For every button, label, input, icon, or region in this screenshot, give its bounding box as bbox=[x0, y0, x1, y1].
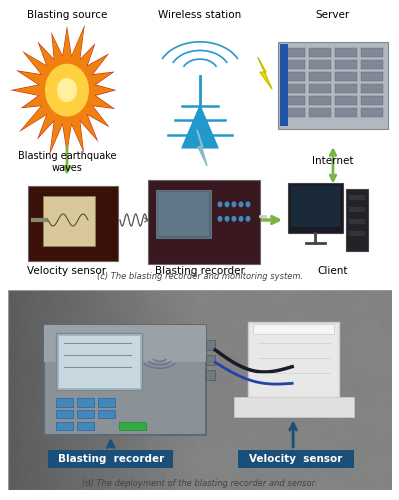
Bar bbox=[283, 48, 305, 56]
Text: Wireless station: Wireless station bbox=[158, 10, 242, 20]
Bar bbox=[206, 370, 215, 380]
Bar bbox=[361, 72, 383, 80]
Bar bbox=[309, 108, 331, 116]
Bar bbox=[309, 60, 331, 68]
Polygon shape bbox=[197, 130, 207, 166]
Bar bbox=[233, 396, 354, 417]
Bar bbox=[28, 186, 118, 261]
Circle shape bbox=[245, 202, 251, 207]
Bar bbox=[278, 42, 388, 128]
Bar bbox=[98, 398, 115, 406]
Polygon shape bbox=[182, 106, 218, 148]
Circle shape bbox=[217, 202, 223, 207]
Text: Internet: Internet bbox=[312, 156, 354, 166]
Bar bbox=[335, 60, 357, 68]
Bar bbox=[349, 207, 365, 212]
Text: Blasting source: Blasting source bbox=[27, 10, 107, 20]
Bar bbox=[349, 231, 365, 235]
Bar bbox=[361, 96, 383, 104]
Bar bbox=[56, 334, 142, 390]
Bar bbox=[253, 324, 334, 334]
Bar bbox=[361, 84, 383, 92]
Bar bbox=[119, 422, 146, 430]
Bar bbox=[309, 72, 331, 80]
Circle shape bbox=[239, 216, 243, 222]
Bar bbox=[335, 84, 357, 92]
Bar bbox=[59, 336, 140, 388]
Bar bbox=[206, 340, 215, 350]
Bar bbox=[335, 72, 357, 80]
Circle shape bbox=[231, 202, 237, 207]
Bar bbox=[283, 72, 305, 80]
Bar bbox=[56, 398, 73, 406]
Bar bbox=[48, 450, 173, 468]
Bar bbox=[206, 355, 215, 365]
Polygon shape bbox=[258, 58, 272, 89]
Bar bbox=[309, 48, 331, 56]
Text: Client: Client bbox=[318, 266, 348, 276]
Bar bbox=[77, 422, 95, 430]
Bar bbox=[361, 108, 383, 116]
Bar bbox=[248, 322, 339, 396]
Bar bbox=[44, 325, 206, 435]
Circle shape bbox=[57, 78, 77, 102]
Polygon shape bbox=[10, 24, 117, 156]
Text: (c) The blasting recorder and monitoring system.: (c) The blasting recorder and monitoring… bbox=[97, 272, 303, 281]
Bar bbox=[283, 108, 305, 116]
Circle shape bbox=[245, 216, 251, 222]
Bar bbox=[283, 84, 305, 92]
Bar bbox=[77, 398, 95, 406]
Bar bbox=[77, 410, 95, 418]
Bar bbox=[309, 96, 331, 104]
Bar bbox=[238, 450, 354, 468]
Bar bbox=[346, 188, 368, 251]
Bar bbox=[335, 48, 357, 56]
Bar bbox=[156, 190, 211, 238]
Bar bbox=[98, 410, 115, 418]
Bar bbox=[44, 325, 206, 362]
Circle shape bbox=[45, 64, 89, 116]
Polygon shape bbox=[13, 28, 114, 152]
Text: Blasting recorder: Blasting recorder bbox=[155, 266, 245, 276]
Bar bbox=[349, 194, 365, 200]
Bar bbox=[335, 96, 357, 104]
Bar bbox=[158, 192, 209, 236]
Text: Blasting earthquake
waves: Blasting earthquake waves bbox=[18, 152, 116, 173]
Bar bbox=[283, 96, 305, 104]
Bar bbox=[335, 108, 357, 116]
Bar bbox=[43, 196, 95, 246]
Circle shape bbox=[225, 216, 229, 222]
Bar bbox=[283, 60, 305, 68]
Bar bbox=[361, 48, 383, 56]
Text: Blasting  recorder: Blasting recorder bbox=[57, 454, 164, 464]
Bar bbox=[56, 422, 73, 430]
Text: Velocity sensor: Velocity sensor bbox=[28, 266, 107, 276]
Circle shape bbox=[231, 216, 237, 222]
Text: (d) The deployment of the blasting recorder and sensor.: (d) The deployment of the blasting recor… bbox=[83, 480, 318, 488]
Text: Server: Server bbox=[316, 10, 350, 20]
Bar bbox=[349, 219, 365, 224]
Bar bbox=[148, 180, 260, 264]
Bar bbox=[361, 60, 383, 68]
Text: Velocity  sensor: Velocity sensor bbox=[249, 454, 343, 464]
Bar bbox=[291, 186, 340, 227]
Circle shape bbox=[217, 216, 223, 222]
Bar bbox=[288, 182, 343, 233]
Bar bbox=[280, 44, 288, 126]
Bar bbox=[309, 84, 331, 92]
Circle shape bbox=[239, 202, 243, 207]
Bar bbox=[56, 410, 73, 418]
Circle shape bbox=[225, 202, 229, 207]
